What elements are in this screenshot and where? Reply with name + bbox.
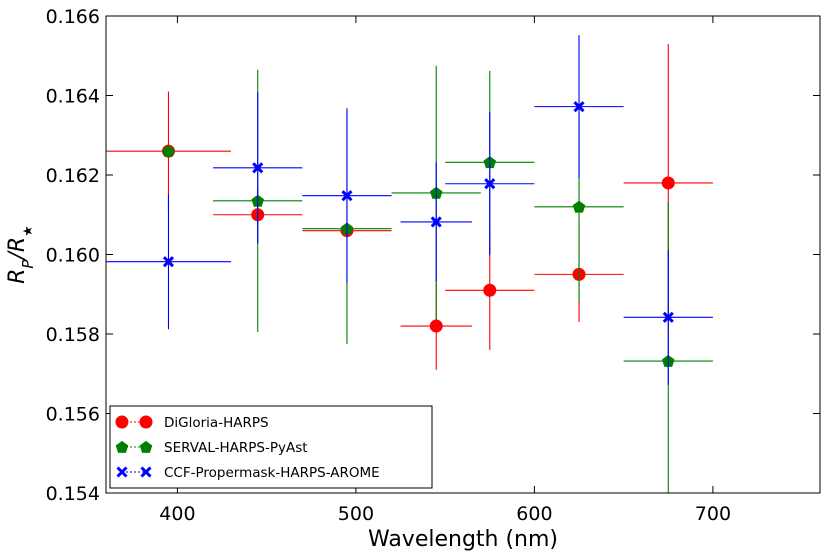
y-tick-label: 0.164 [46, 86, 100, 108]
legend-marker [140, 466, 152, 478]
y-axis-title-sep: /R [5, 237, 30, 262]
data-point [483, 283, 497, 297]
y-tick-label: 0.154 [46, 483, 100, 505]
data-point [429, 319, 443, 333]
data-point [341, 190, 353, 202]
data-point [252, 162, 264, 174]
series-CCF-Propermask-HARPS-AROME [106, 35, 713, 385]
y-tick-label: 0.162 [46, 165, 100, 187]
data-point [661, 176, 675, 190]
x-tick-label: 700 [695, 503, 731, 525]
legend-marker [115, 415, 129, 429]
x-tick-label: 600 [516, 503, 552, 525]
y-tick-label: 0.156 [46, 404, 100, 426]
y-tick-label: 0.160 [46, 245, 100, 267]
y-tick-label: 0.158 [46, 324, 100, 346]
data-point [662, 311, 674, 323]
legend-marker [139, 415, 153, 429]
data-point [572, 200, 586, 213]
y-axis-title-sub2: ★ [21, 225, 36, 237]
legend: DiGloria-HARPS SERVAL-HARPS-PyAst CCF-Prop… [109, 405, 433, 489]
legend-entry: SERVAL-HARPS-PyAst [115, 440, 308, 456]
legend-label: SERVAL-HARPS-PyAst [164, 440, 308, 456]
legend-entry: DiGloria-HARPS [115, 415, 269, 431]
legend-label: DiGloria-HARPS [164, 415, 269, 431]
legend-box [109, 405, 433, 489]
legend-marker [116, 466, 128, 478]
data-point [430, 216, 442, 228]
svg-text:RP/R★: RP/R★ [5, 225, 37, 284]
axis-ticks: 400 500 600 700 0.154 0.156 0.158 0.160 0.162 0.1… [46, 6, 820, 525]
x-tick-label: 400 [159, 503, 195, 525]
plot-area [106, 35, 713, 493]
x-axis-title: Wavelength (nm) [368, 527, 558, 552]
data-point [162, 145, 175, 157]
y-axis-title-base: R [5, 269, 30, 284]
y-axis-title-sub: P [19, 259, 37, 269]
y-axis-title: RP/R★ [5, 225, 37, 284]
data-point [162, 256, 175, 268]
legend-marker [139, 440, 153, 453]
data-point [484, 178, 496, 190]
legend-label: CCF-Propermask-HARPS-AROME [164, 465, 380, 481]
y-tick-label: 0.166 [46, 6, 100, 28]
legend-entry: CCF-Propermask-HARPS-AROME [116, 465, 380, 481]
x-tick-label: 500 [338, 503, 374, 525]
legend-marker [115, 440, 129, 453]
data-point [573, 101, 585, 113]
